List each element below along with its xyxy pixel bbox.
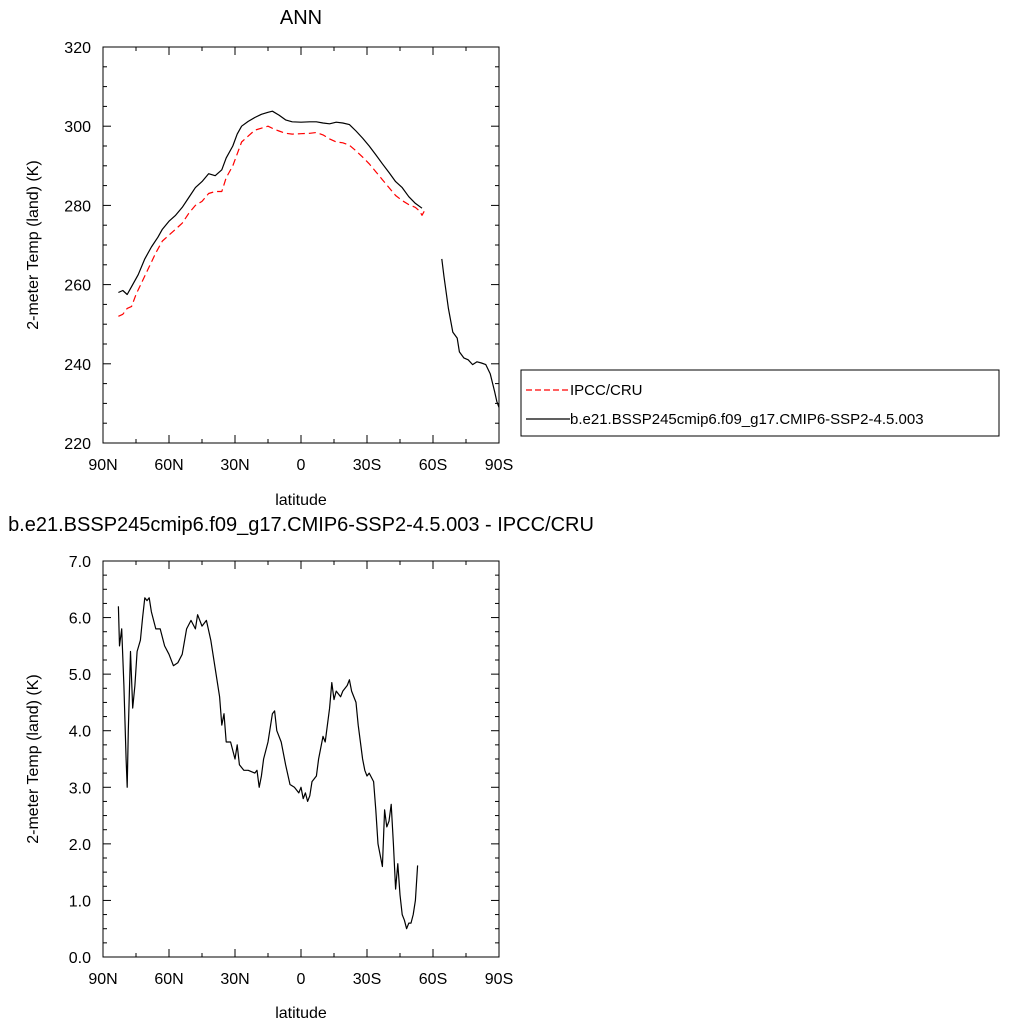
chart-title: b.e21.BSSP245cmip6.f09_g17.CMIP6-SSP2-4.… [8, 514, 594, 536]
y-tick-label: 2.0 [69, 837, 91, 854]
top-panel: ANN 2-meter Temp (land) (K) latitude 90N… [25, 7, 513, 509]
y-tick-label: 4.0 [69, 724, 91, 741]
series-line-solid [441, 258, 500, 408]
y-axis-label: 2-meter Temp (land) (K) [25, 674, 42, 844]
chart-title: ANN [280, 7, 322, 29]
y-tick-label: 7.0 [69, 554, 91, 571]
x-tick-label: 90S [485, 457, 513, 474]
y-tick-label: 300 [64, 119, 91, 136]
y-tick-label: 240 [64, 357, 91, 374]
series-line-solid [118, 110, 423, 296]
x-axis-label: latitude [275, 492, 327, 509]
y-tick-label: 6.0 [69, 611, 91, 628]
x-tick-label: 90N [88, 457, 117, 474]
plot-frame [102, 46, 500, 444]
x-tick-label: 30N [220, 457, 249, 474]
y-tick-label: 220 [64, 436, 91, 453]
legend-box [520, 369, 1000, 437]
y-tick-label: 0.0 [69, 950, 91, 967]
plot-frame [102, 560, 500, 958]
y-tick-label: 320 [64, 40, 91, 57]
x-tick-label: 60N [154, 457, 183, 474]
legend: IPCC/CRU b.e21.BSSP245cmip6.f09_g17.CMIP… [520, 369, 1000, 437]
axis-ticks: 90N 60N 30N 0 30S 60S 90S 220 240 260 280 300 320 [64, 40, 513, 474]
axis-ticks: 90N 60N 30N 0 30S 60S 90S 0.0 1.0 2.0 3.0 4.0 5.0 6.0… [69, 554, 513, 988]
x-tick-label: 30N [220, 971, 249, 988]
series-group [118, 110, 500, 408]
x-tick-label: 90N [88, 971, 117, 988]
y-tick-label: 280 [64, 198, 91, 215]
y-tick-label: 260 [64, 278, 91, 295]
x-tick-label: 30S [353, 457, 381, 474]
x-tick-label: 60N [154, 971, 183, 988]
y-tick-label: 1.0 [69, 893, 91, 910]
x-tick-label: 60S [419, 457, 447, 474]
x-tick-label: 0 [297, 457, 306, 474]
x-tick-label: 0 [297, 971, 306, 988]
y-tick-label: 3.0 [69, 780, 91, 797]
series-line-solid [117, 597, 419, 930]
x-tick-label: 30S [353, 971, 381, 988]
series-line-dashed [118, 125, 425, 317]
y-tick-label: 5.0 [69, 667, 91, 684]
y-axis-label: 2-meter Temp (land) (K) [25, 160, 42, 330]
legend-label-model: b.e21.BSSP245cmip6.f09_g17.CMIP6-SSP2-4.… [570, 411, 924, 428]
x-tick-label: 60S [419, 971, 447, 988]
legend-label-ipcc-cru: IPCC/CRU [570, 382, 643, 399]
bottom-panel: b.e21.BSSP245cmip6.f09_g17.CMIP6-SSP2-4.… [8, 514, 594, 1022]
x-tick-label: 90S [485, 971, 513, 988]
x-axis-label: latitude [275, 1005, 327, 1022]
series-group [117, 597, 419, 930]
